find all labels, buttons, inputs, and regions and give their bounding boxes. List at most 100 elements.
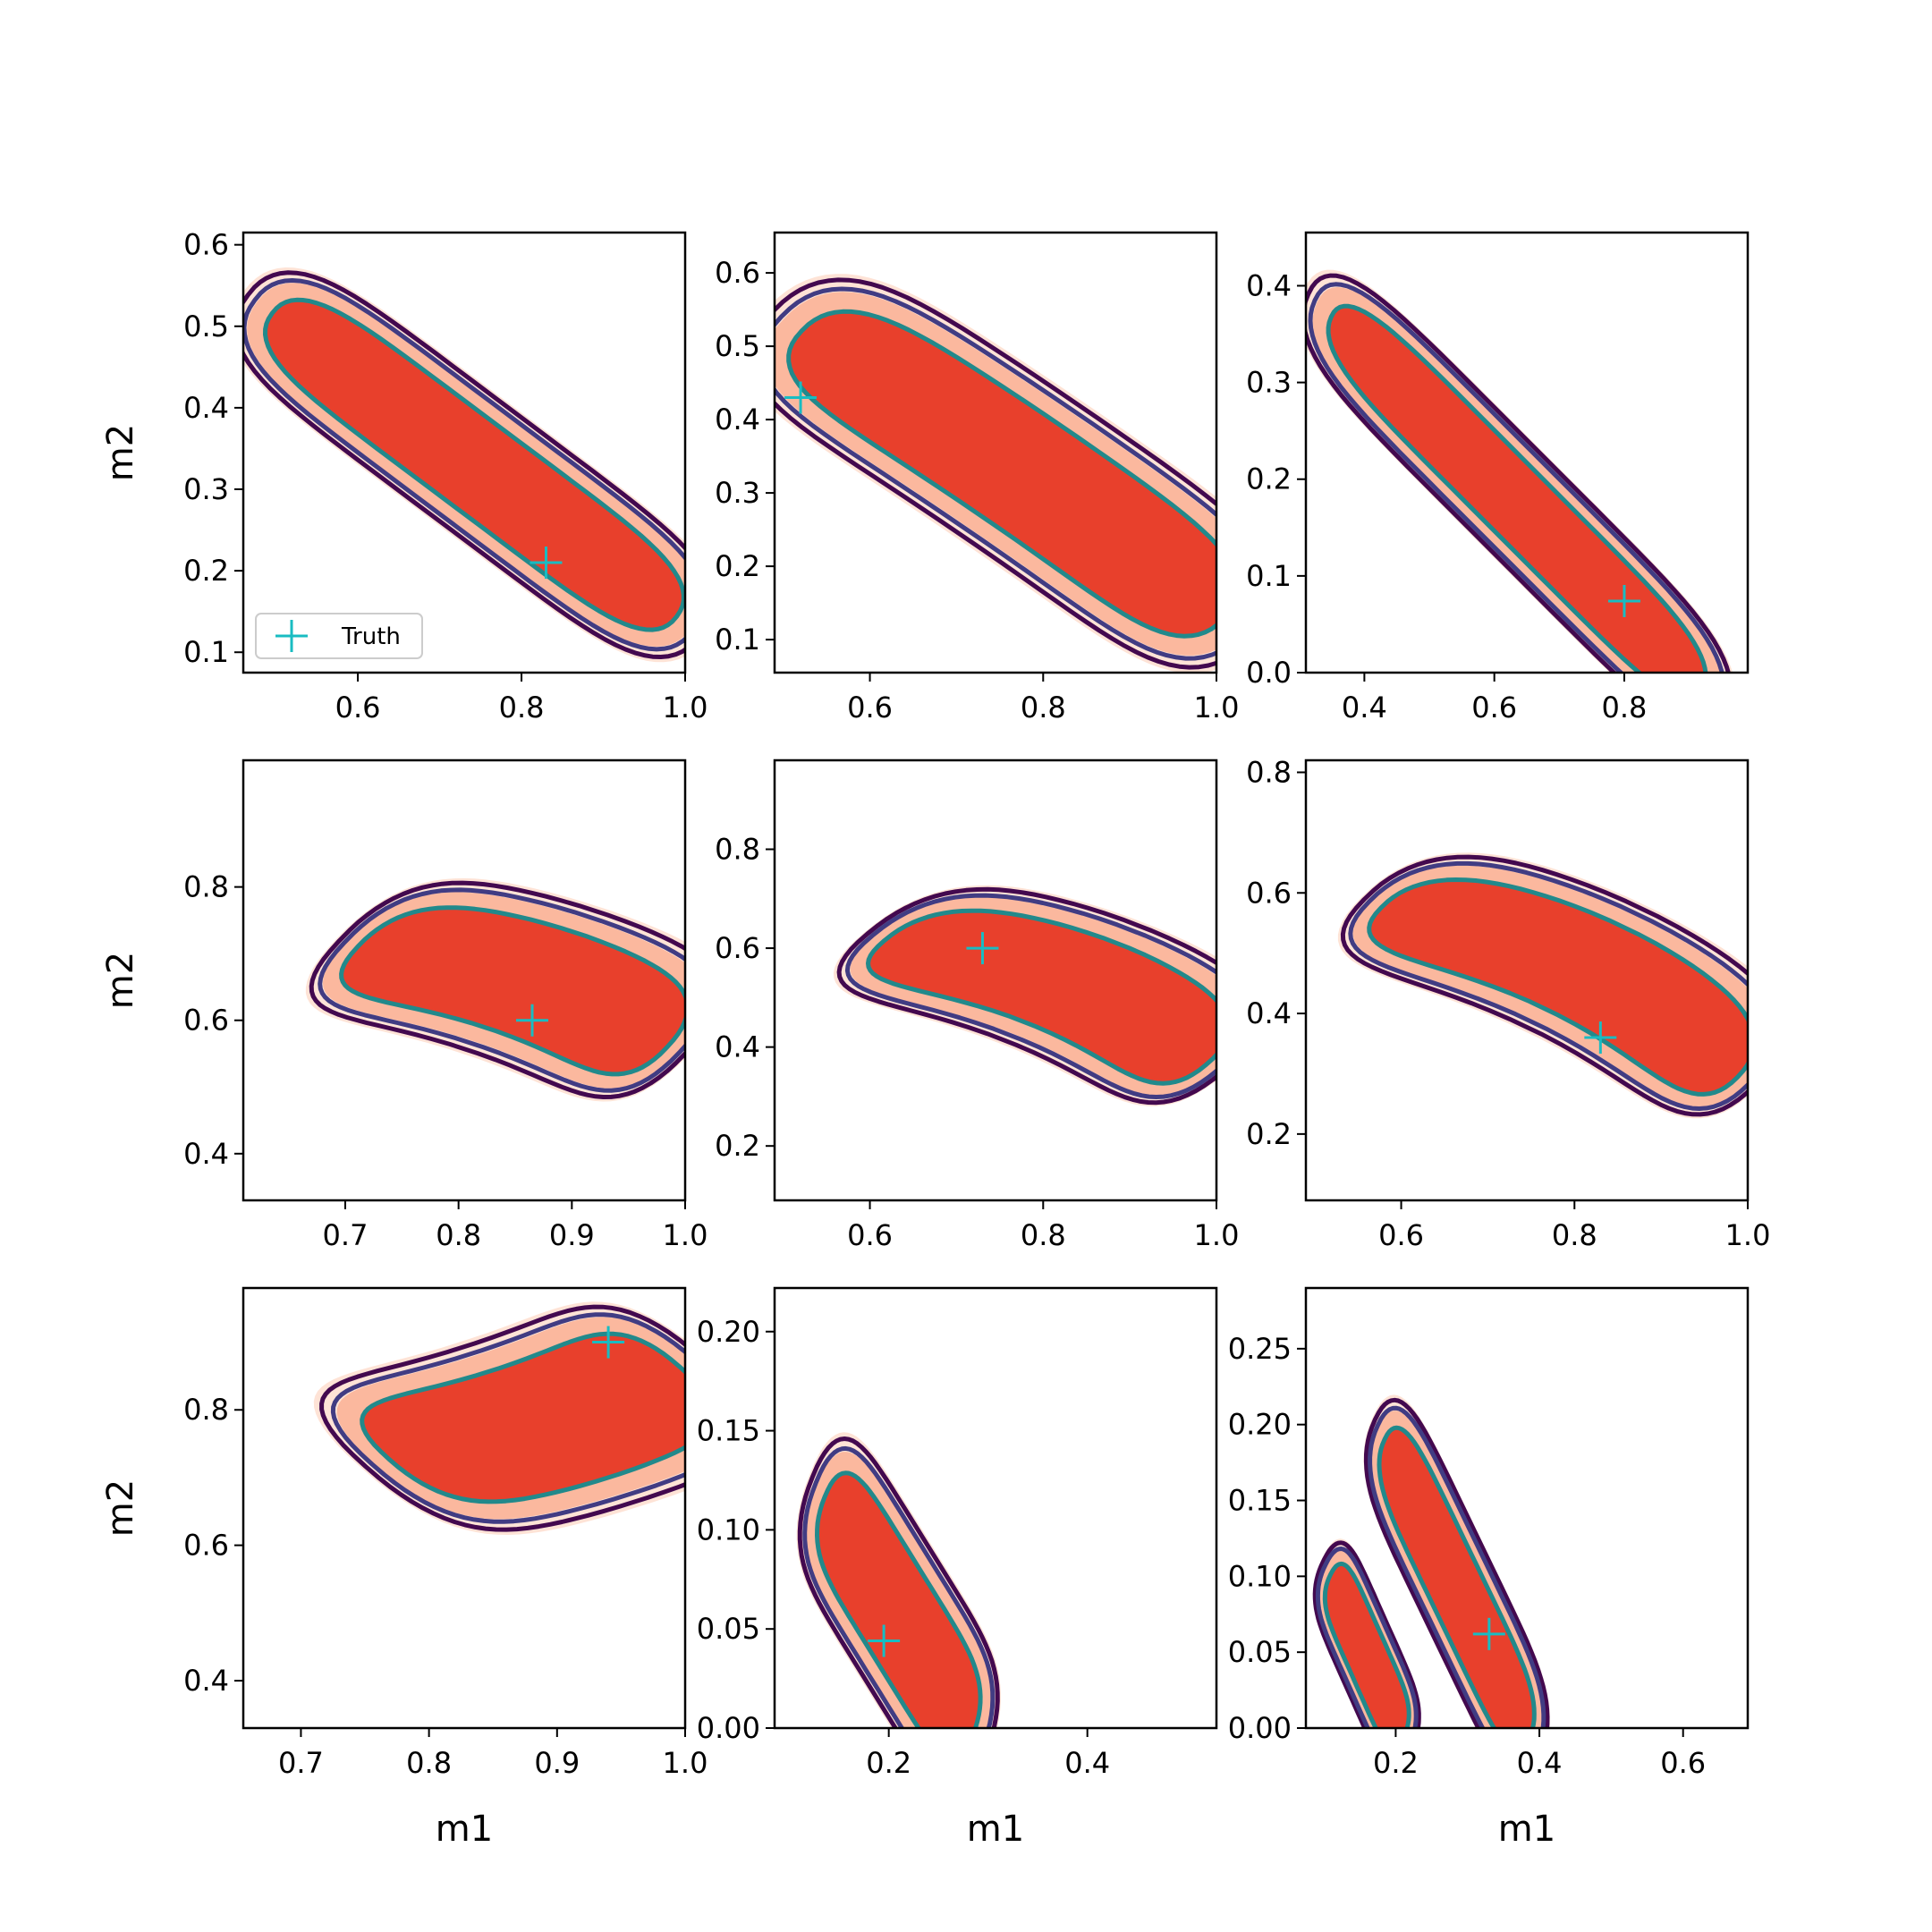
x-tick-label: 0.6 [1471, 691, 1517, 724]
y-tick-label: 0.1 [715, 623, 760, 657]
x-tick-label: 0.2 [866, 1746, 911, 1780]
y-tick-label: 0.2 [1246, 462, 1292, 496]
plot-area [1312, 1394, 1550, 1728]
y-tick-label: 0.1 [1246, 559, 1292, 593]
x-tick-label: 0.4 [1342, 691, 1387, 724]
contour-mid-secondary [1315, 1546, 1419, 1728]
contour-mid [802, 1445, 996, 1728]
y-tick-label: 0.2 [715, 549, 760, 583]
truth-marker [868, 1624, 901, 1657]
truth-marker [530, 547, 563, 579]
y-tick-label: 0.6 [183, 1004, 229, 1038]
panel-4: 0.7 0.8 0.9 1.0 0.4 0.6 0.8 m2 [100, 758, 708, 1252]
plot-area [313, 1301, 685, 1535]
density-fill-inner [1379, 1428, 1534, 1728]
contour-inner [786, 309, 1216, 639]
y-tick-label: 0.15 [697, 1414, 760, 1448]
y-tick-label: 0.6 [183, 228, 229, 262]
density-fill-inner [1369, 880, 1748, 1094]
y-tick-label: 0.05 [1228, 1635, 1292, 1669]
y-tick-label: 0.3 [183, 472, 229, 506]
panel-9: 0.2 0.4 0.6 0.00 0.05 0.10 0.15 0.20 0.25 m1 [1228, 1286, 1750, 1850]
axes-frame [1304, 1286, 1750, 1730]
y-tick-label: 0.00 [1228, 1711, 1292, 1745]
plot-area [833, 885, 1216, 1106]
axes-frame [242, 231, 687, 674]
y-tick-label: 0.8 [715, 833, 760, 867]
density-fill-inner [790, 312, 1216, 635]
y-tick-label: 0.4 [183, 1664, 229, 1698]
contour-outer [309, 880, 685, 1099]
contour-mid [318, 887, 685, 1093]
contour-inner [815, 1470, 983, 1728]
truth-marker [516, 1004, 548, 1037]
axes-frame [1304, 758, 1750, 1202]
density-fill-inner-secondary [1325, 1564, 1409, 1728]
y-axis-label: m2 [100, 1479, 141, 1537]
x-tick-label: 1.0 [663, 1746, 708, 1780]
density-fill-inner [869, 911, 1216, 1083]
y-tick-label: 0.3 [1246, 366, 1292, 400]
x-tick-label: 0.6 [1660, 1746, 1706, 1780]
contour-outer [775, 277, 1216, 670]
contour-inner [339, 905, 685, 1077]
y-tick-label: 0.10 [697, 1513, 760, 1546]
contour-outer [1306, 273, 1731, 673]
y-tick-label: 0.8 [183, 1393, 229, 1427]
x-tick-label: 0.8 [1021, 1218, 1066, 1252]
contour-inner [1326, 303, 1708, 673]
contour-mid [1368, 1405, 1546, 1728]
contour-outer [1363, 1397, 1550, 1728]
contour-inner-secondary [1322, 1561, 1411, 1728]
truth-marker [592, 1326, 625, 1359]
x-tick-label: 0.8 [406, 1746, 452, 1780]
x-tick-label: 0.9 [549, 1218, 595, 1252]
y-tick-label: 0.6 [715, 931, 760, 965]
panel-3: 0.4 0.6 0.8 0.0 0.1 0.2 0.3 0.4 [1246, 231, 1750, 724]
contour-mid [1308, 282, 1724, 673]
legend-box [255, 613, 423, 659]
contour-outer-secondary [1312, 1540, 1421, 1728]
contour-mid [1348, 860, 1748, 1111]
x-axis-label: m1 [1498, 1809, 1555, 1850]
contour-outer [243, 270, 685, 659]
axes-frame [242, 758, 687, 1202]
y-tick-label: 0.4 [183, 391, 229, 425]
axes-frame [773, 758, 1218, 1202]
truth-marker [1472, 1617, 1505, 1650]
y-tick-label: 0.4 [715, 1030, 760, 1064]
axes-frame [242, 1286, 687, 1730]
legend-label: Truth [341, 623, 401, 650]
contour-mid [775, 286, 1216, 661]
plot-area [305, 877, 685, 1102]
contour-inner [1377, 1425, 1537, 1728]
plot-area [1306, 269, 1733, 673]
x-tick-label: 0.8 [499, 691, 545, 724]
density-fill-inner [266, 301, 683, 629]
density-fill-inner [1329, 307, 1705, 673]
y-tick-label: 0.6 [1246, 876, 1292, 910]
y-tick-label: 0.8 [1246, 755, 1292, 789]
x-tick-label: 0.6 [1378, 1218, 1424, 1252]
y-tick-label: 0.0 [1246, 656, 1292, 690]
y-tick-label: 0.8 [183, 870, 229, 904]
contour-inner [360, 1331, 685, 1504]
x-tick-label: 0.6 [847, 1218, 893, 1252]
y-tick-label: 0.2 [1246, 1117, 1292, 1151]
x-tick-label: 0.6 [847, 691, 893, 724]
density-fill-inner [818, 1474, 980, 1728]
contour-inner [1367, 877, 1748, 1097]
y-tick-label: 0.4 [1246, 268, 1292, 302]
y-tick-label: 0.05 [697, 1612, 760, 1646]
x-tick-label: 0.8 [1021, 691, 1066, 724]
density-fill-inner [363, 1335, 685, 1501]
x-tick-label: 0.7 [278, 1746, 324, 1780]
y-tick-label: 0.2 [183, 554, 229, 588]
x-tick-label: 0.8 [436, 1218, 481, 1252]
y-tick-label: 0.6 [183, 1529, 229, 1563]
y-tick-label: 0.4 [715, 402, 760, 436]
plot-area [775, 274, 1216, 673]
y-tick-label: 0.4 [183, 1137, 229, 1171]
contour-outer [836, 886, 1216, 1106]
